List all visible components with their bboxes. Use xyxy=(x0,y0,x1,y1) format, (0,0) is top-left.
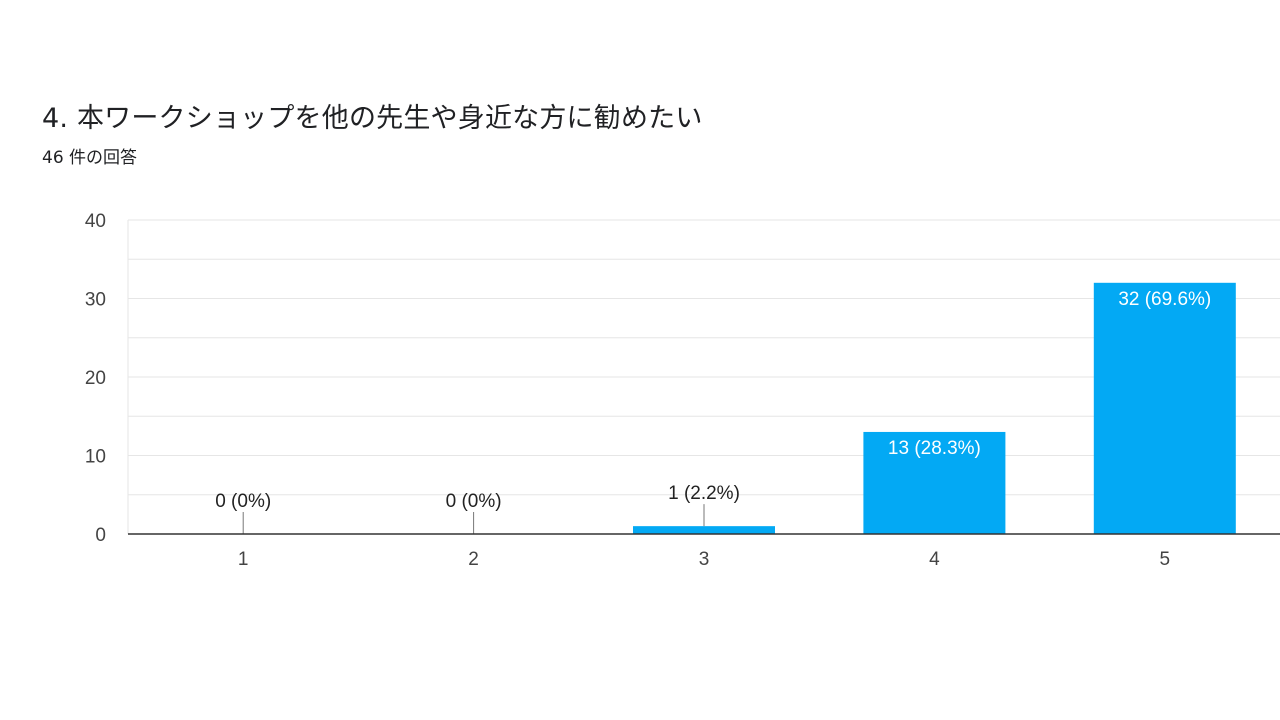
x-tick-label: 3 xyxy=(699,549,710,570)
y-tick-label: 10 xyxy=(85,447,106,468)
x-tick-label: 2 xyxy=(468,549,479,570)
y-tick-label: 40 xyxy=(85,211,106,232)
data-label: 1 (2.2%) xyxy=(668,483,740,504)
y-tick-label: 0 xyxy=(95,525,106,546)
y-tick-label: 20 xyxy=(85,368,106,389)
bar xyxy=(1093,282,1236,534)
x-tick-label: 5 xyxy=(1160,549,1171,570)
x-tick-label: 4 xyxy=(929,549,940,570)
bar xyxy=(633,526,775,534)
data-label: 32 (69.6%) xyxy=(1118,289,1211,310)
response-count: 46 件の回答 xyxy=(42,148,138,168)
bar xyxy=(863,431,1006,534)
data-label: 13 (28.3%) xyxy=(888,438,981,459)
y-tick-label: 30 xyxy=(85,290,106,311)
data-label: 0 (0%) xyxy=(446,491,502,512)
x-tick-label: 1 xyxy=(238,549,249,570)
chart-title: 4. 本ワークショップを他の先生や身近な方に勧めたい xyxy=(42,103,703,134)
data-label: 0 (0%) xyxy=(215,491,271,512)
